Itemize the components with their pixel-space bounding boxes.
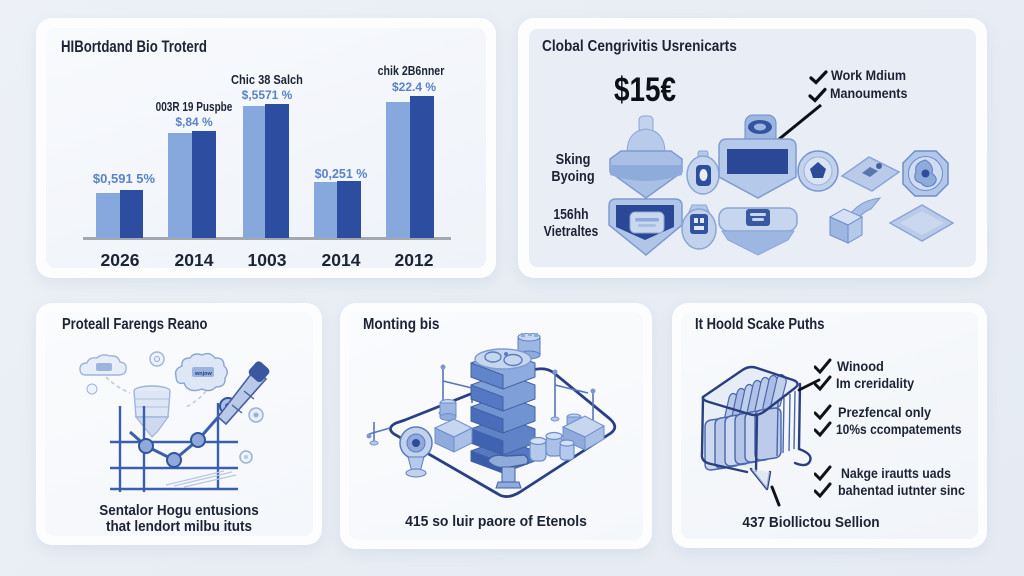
svg-text:wnjow: wnjow <box>194 371 213 377</box>
